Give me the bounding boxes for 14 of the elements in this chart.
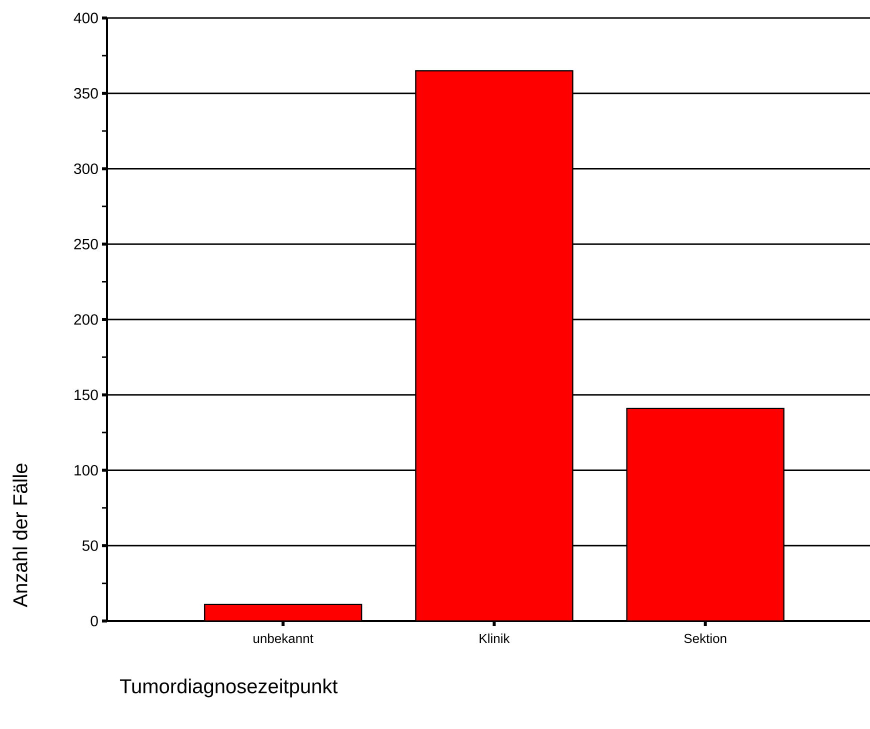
y-tick-label: 300 xyxy=(74,163,98,174)
y-tick-label: 100 xyxy=(74,464,98,476)
x-tick-label: Klinik xyxy=(480,634,510,643)
y-tick-label: 150 xyxy=(74,390,98,400)
x-tick-label: unbekannt xyxy=(254,634,314,644)
y-tick-label: 50 xyxy=(82,540,98,551)
y-tick-label: 0 xyxy=(90,616,98,626)
y-tick-label: 400 xyxy=(74,12,98,24)
x-axis-title: Tumordiagnosezeitpunkt xyxy=(120,678,338,698)
y-axis-title: Anzahl der Fälle xyxy=(12,464,28,608)
x-tick-label: Sektion xyxy=(684,634,726,644)
y-tick-label: 250 xyxy=(74,238,98,250)
y-tick-label: 350 xyxy=(74,88,98,99)
y-tick-label: 200 xyxy=(74,314,98,325)
